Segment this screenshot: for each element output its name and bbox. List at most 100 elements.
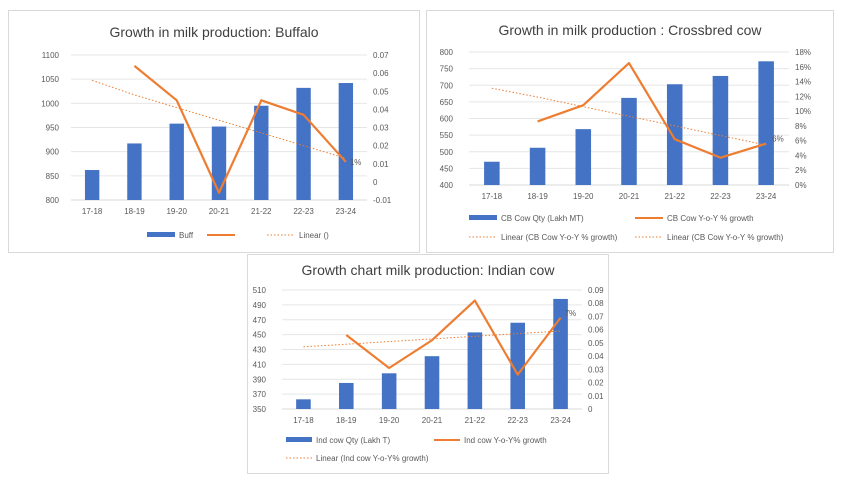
x-axis-tick: 21-22 <box>664 192 685 201</box>
left-axis-tick: 800 <box>440 48 454 57</box>
right-axis-tick: 0.06 <box>373 69 389 78</box>
right-axis-tick: 16% <box>795 63 811 72</box>
bar <box>169 123 184 200</box>
bar <box>296 399 311 409</box>
right-axis-tick: 8% <box>795 122 807 131</box>
left-axis-tick: 410 <box>253 360 267 369</box>
left-axis-tick: 350 <box>253 405 267 414</box>
bar <box>339 382 354 409</box>
bar <box>338 83 354 200</box>
right-axis-tick: 0.02 <box>588 379 604 388</box>
right-axis-tick: 0.07 <box>373 51 389 60</box>
legend-label: Linear (CB Cow Y-o-Y % growth) <box>667 233 784 242</box>
legend-bar-swatch <box>286 437 312 442</box>
bar <box>510 322 525 409</box>
bar <box>381 373 397 409</box>
right-axis-tick: 0.01 <box>373 160 389 169</box>
buffalo-chart-panel: Growth in milk production: Buffalo 800 85… <box>8 10 420 253</box>
x-axis-tick: 22-23 <box>507 416 528 425</box>
right-axis-tick: 2% <box>795 166 807 175</box>
left-axis-tick: 1050 <box>41 75 59 84</box>
x-axis-tick: 18-19 <box>336 416 357 425</box>
x-axis-tick: 23-24 <box>756 192 777 201</box>
bar <box>758 61 774 186</box>
left-axis-tick: 370 <box>253 390 267 399</box>
x-axis-tick: 20-21 <box>422 416 443 425</box>
bar <box>484 161 500 185</box>
bar <box>553 298 568 409</box>
left-axis-tick: 490 <box>253 301 267 310</box>
bar <box>211 126 227 200</box>
growth-line <box>133 65 347 194</box>
left-axis-tick: 430 <box>253 346 267 355</box>
bar <box>127 143 142 200</box>
legend-label: Ind cow Y-o-Y% growth <box>464 436 547 445</box>
buffalo-chart: Growth in milk production: Buffalo 800 85… <box>41 24 392 240</box>
bar <box>621 97 637 185</box>
legend-label: CB Cow Y-o-Y % growth <box>667 214 754 223</box>
right-axis-tick: 12% <box>795 92 811 101</box>
bar <box>424 356 440 409</box>
right-axis-tick: 0.04 <box>588 352 604 361</box>
x-axis-tick: 21-22 <box>251 207 272 216</box>
x-axis-tick: 17-18 <box>293 416 314 425</box>
bar <box>666 84 683 185</box>
left-axis-tick: 450 <box>440 164 454 173</box>
trend-line <box>91 79 347 159</box>
bar <box>575 129 592 185</box>
indian-cow-chart-panel: Growth chart milk production: Indian cow… <box>247 254 609 474</box>
legend-label: Linear () <box>299 231 329 240</box>
bar <box>254 105 269 200</box>
crossbred-chart-panel: Growth in milk production : Crossbred co… <box>426 10 834 253</box>
bar <box>712 75 729 185</box>
growth-line <box>537 61 767 159</box>
left-axis-tick: 470 <box>253 316 267 325</box>
x-axis-tick: 17-18 <box>82 207 103 216</box>
x-axis-tick: 19-20 <box>379 416 400 425</box>
right-axis-tick: 0.08 <box>588 299 604 308</box>
left-axis-tick: 750 <box>440 65 454 74</box>
left-axis-tick: 800 <box>46 196 60 205</box>
trend-line <box>303 330 561 348</box>
right-axis-tick: 0.05 <box>373 87 389 96</box>
right-axis-tick: 0% <box>795 181 807 190</box>
right-axis-tick: 18% <box>795 48 811 57</box>
left-axis-tick: 400 <box>440 181 454 190</box>
x-axis-tick: 23-24 <box>550 416 571 425</box>
x-axis-tick: 22-23 <box>710 192 731 201</box>
legend-bar-swatch <box>469 215 497 220</box>
x-axis-tick: 20-21 <box>619 192 640 201</box>
left-axis-tick: 1000 <box>41 99 59 108</box>
indian-cow-chart: Growth chart milk production: Indian cow… <box>253 262 604 463</box>
right-axis-tick: 0.06 <box>588 326 604 335</box>
chart-title: Growth in milk production : Crossbred co… <box>499 22 763 38</box>
left-axis-tick: 700 <box>440 81 454 90</box>
right-axis-tick: 0.03 <box>373 124 389 133</box>
trend-line <box>491 87 767 146</box>
chart-title: Growth chart milk production: Indian cow <box>302 262 556 278</box>
bar <box>467 332 483 409</box>
end-data-label: 7% <box>565 309 577 318</box>
left-axis-tick: 450 <box>253 331 267 340</box>
right-axis-tick: 0.09 <box>588 286 604 295</box>
x-axis-tick: 23-24 <box>336 207 357 216</box>
right-axis-tick: 0.03 <box>588 365 604 374</box>
legend-label: Ind cow Qty (Lakh T) <box>316 436 390 445</box>
bar <box>296 87 311 200</box>
left-axis-tick: 650 <box>440 98 454 107</box>
left-axis-tick: 600 <box>440 115 454 124</box>
left-axis-tick: 900 <box>46 148 60 157</box>
left-axis-tick: 390 <box>253 375 267 384</box>
x-axis-tick: 19-20 <box>166 207 187 216</box>
right-axis-tick: 0.01 <box>588 392 604 401</box>
right-axis-tick: 0.04 <box>373 105 389 114</box>
x-axis-tick: 22-23 <box>293 207 314 216</box>
x-axis-tick: 19-20 <box>573 192 594 201</box>
right-axis-tick: 0 <box>588 405 593 414</box>
right-axis-tick: 0.02 <box>373 142 389 151</box>
legend-label: Linear (Ind cow Y-o-Y% growth) <box>316 454 429 463</box>
chart-title: Growth in milk production: Buffalo <box>109 24 318 40</box>
legend-bar-swatch <box>147 232 175 237</box>
left-axis-tick: 850 <box>46 172 60 181</box>
legend-label: Linear (CB Cow Y-o-Y % growth) <box>501 233 618 242</box>
